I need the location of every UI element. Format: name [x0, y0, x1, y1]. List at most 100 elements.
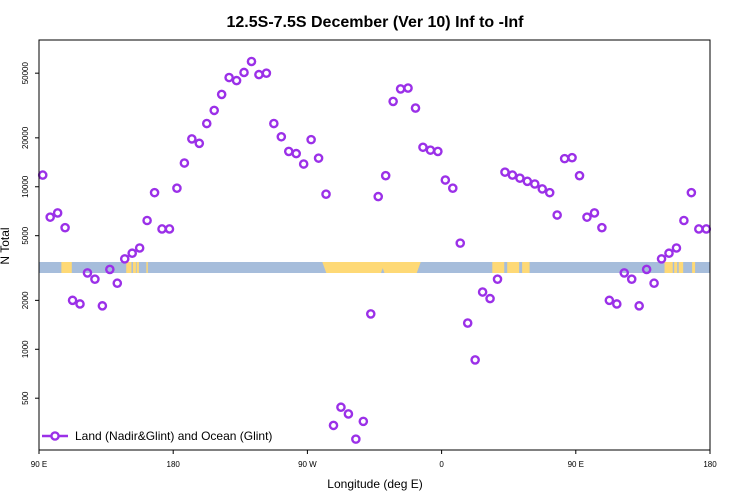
land-segment	[692, 262, 696, 273]
data-point	[90, 274, 100, 284]
data-point	[395, 84, 406, 94]
data-point	[694, 224, 704, 234]
data-point	[626, 274, 637, 284]
data-point	[112, 278, 123, 289]
data-point	[313, 153, 324, 163]
data-point	[589, 208, 600, 218]
x-tick-label: 90 W	[298, 460, 317, 469]
plot-area	[37, 39, 712, 451]
data-point	[149, 187, 160, 198]
x-tick-label: 180	[167, 460, 181, 469]
data-point	[246, 56, 257, 67]
data-point	[529, 179, 540, 189]
data-point	[75, 299, 85, 309]
data-point	[701, 224, 712, 234]
land-segment	[507, 262, 520, 273]
data-point	[552, 210, 562, 220]
data-point	[477, 287, 488, 297]
land-segment	[674, 262, 678, 273]
data-point	[664, 248, 674, 259]
data-point	[269, 118, 279, 129]
land-segment	[132, 262, 136, 273]
data-point	[172, 183, 182, 193]
legend-marker	[50, 431, 60, 441]
y-axis: 500 1000 2000 5000 10000 20000 50000	[21, 62, 39, 405]
x-tick-label: 0	[439, 460, 444, 469]
data-point	[134, 243, 145, 253]
land-segment	[322, 262, 385, 273]
data-point	[619, 268, 630, 278]
data-point	[254, 69, 264, 80]
land-segment	[126, 262, 132, 273]
land-segment	[678, 262, 684, 273]
data-point	[574, 170, 585, 181]
data-point	[306, 134, 316, 145]
data-point	[410, 103, 421, 113]
data-point	[194, 138, 205, 149]
data-point	[365, 309, 376, 319]
data-point	[671, 243, 682, 253]
land-segment	[61, 262, 72, 273]
legend-label: Land (Nadir&Glint) and Ocean (Glint)	[75, 429, 272, 443]
data-point	[298, 159, 309, 169]
data-point	[425, 145, 436, 155]
data-point	[201, 118, 212, 129]
y-tick-label: 2000	[21, 291, 30, 309]
data-point	[485, 293, 495, 304]
data-point	[462, 318, 473, 328]
land-ocean-band	[39, 262, 710, 273]
land-segment	[492, 262, 505, 273]
data-point	[231, 75, 242, 86]
data-point	[380, 170, 391, 181]
data-point	[97, 301, 108, 311]
data-point	[336, 402, 346, 413]
x-axis: 90 E 180 90 W 0 90 E 180	[31, 450, 717, 469]
data-point	[209, 105, 220, 116]
data-point	[522, 176, 533, 187]
data-point	[358, 416, 369, 427]
data-point	[224, 72, 234, 83]
data-point	[52, 208, 63, 218]
y-tick-label: 20000	[21, 126, 30, 149]
land-segment	[664, 262, 673, 273]
data-point	[343, 409, 354, 419]
data-point	[67, 295, 78, 306]
data-point	[418, 142, 428, 153]
legend: Land (Nadir&Glint) and Ocean (Glint)	[42, 429, 272, 443]
data-point	[164, 224, 175, 234]
data-point	[500, 167, 510, 177]
y-tick-label: 50000	[21, 62, 30, 85]
data-point	[291, 148, 302, 159]
data-point	[612, 299, 622, 309]
data-point	[582, 212, 592, 222]
y-tick-label: 10000	[21, 175, 30, 198]
data-point	[321, 189, 331, 199]
data-point	[45, 212, 55, 222]
data-point	[537, 184, 548, 194]
data-point	[686, 187, 697, 198]
data-point	[276, 131, 287, 142]
data-point	[433, 146, 443, 157]
data-point	[567, 152, 577, 163]
data-point	[455, 238, 466, 248]
data-point	[447, 183, 458, 193]
data-point	[515, 173, 525, 183]
data-point	[127, 248, 137, 259]
y-axis-label: N Total	[0, 227, 12, 264]
land-segment	[136, 262, 139, 273]
y-tick-label: 5000	[21, 226, 30, 244]
x-tick-label: 90 E	[31, 460, 47, 469]
data-point	[544, 187, 555, 198]
data-point	[37, 170, 48, 180]
data-point	[470, 355, 480, 365]
data-point	[60, 222, 70, 233]
data-point	[157, 224, 167, 234]
x-axis-label: Longitude (deg E)	[327, 477, 422, 491]
data-point	[373, 191, 384, 202]
x-tick-label: 180	[703, 460, 717, 469]
data-point	[119, 254, 130, 264]
data-point	[656, 254, 667, 264]
data-point	[179, 158, 190, 168]
data-point	[82, 268, 93, 278]
